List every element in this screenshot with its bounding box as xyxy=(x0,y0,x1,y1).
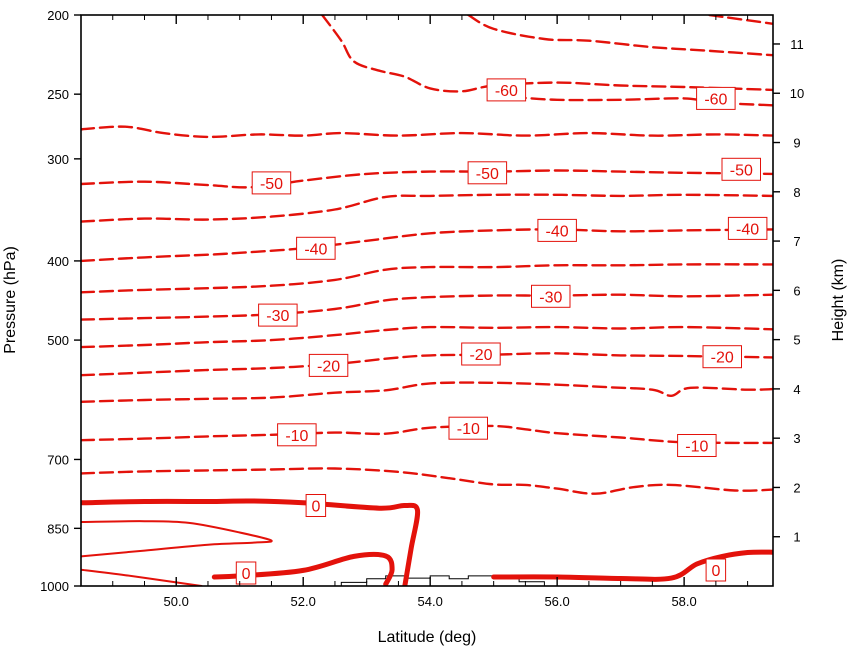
contour-label: -50 xyxy=(467,161,508,185)
contour-label: -40 xyxy=(296,236,336,260)
contour-label-text: -10 xyxy=(685,439,708,456)
height-tick-label: 7 xyxy=(793,234,800,249)
contour-label: -40 xyxy=(537,218,577,242)
contour-label: -30 xyxy=(258,303,298,327)
contour-line xyxy=(81,125,773,139)
contour-label-text: -50 xyxy=(476,166,499,183)
x-tick-label: 56.0 xyxy=(544,594,569,609)
contour-label: -20 xyxy=(702,345,742,369)
contour-label: -60 xyxy=(486,78,527,102)
contour-line xyxy=(81,325,773,349)
pressure-tick-label: 500 xyxy=(47,333,69,348)
contour-label-text: -50 xyxy=(730,162,753,179)
plot-frame xyxy=(80,14,774,587)
contour-line xyxy=(81,263,773,294)
contour-label: 0 xyxy=(305,494,327,517)
x-tick-label: 50.0 xyxy=(164,594,189,609)
x-tick-label: 54.0 xyxy=(418,594,443,609)
contour-line xyxy=(467,15,773,57)
contour-label: -20 xyxy=(461,342,501,366)
pressure-tick-label: 250 xyxy=(47,87,69,102)
contour-line xyxy=(81,228,773,263)
height-tick-label: 11 xyxy=(790,37,804,52)
height-tick-label: 8 xyxy=(793,185,800,200)
contour-label-text: 0 xyxy=(711,563,720,580)
height-tick-label: 4 xyxy=(793,382,800,397)
contour-line xyxy=(81,352,773,377)
pressure-tick-label: 1000 xyxy=(40,579,69,594)
contour-label: -20 xyxy=(308,353,349,377)
contour-label-text: 0 xyxy=(242,566,251,583)
contour-label: -30 xyxy=(531,284,571,308)
contour-label-text: -10 xyxy=(285,428,308,445)
contour-label-text: -50 xyxy=(260,176,283,193)
contour-label-text: -30 xyxy=(266,308,289,325)
contour-label-text: -20 xyxy=(711,350,734,367)
x-axis-title: Latitude (deg) xyxy=(378,629,477,646)
height-tick-label: 2 xyxy=(793,480,800,495)
contour-line xyxy=(81,169,773,189)
contour-label: -10 xyxy=(677,434,717,457)
pressure-tick-label: 850 xyxy=(47,521,69,536)
contour-label: -10 xyxy=(277,423,317,447)
contour-line xyxy=(81,498,421,586)
contour-line xyxy=(321,15,773,93)
contour-line xyxy=(81,520,273,558)
height-tick-label: 3 xyxy=(793,431,800,446)
pressure-tick-label: 400 xyxy=(47,254,69,269)
contour-label-text: -30 xyxy=(539,289,562,306)
contour-label-text: -20 xyxy=(317,358,340,375)
contour-line xyxy=(81,568,203,586)
axes: 50.0 52.0 54.0 56.0 58.020025030040050070085… xyxy=(40,8,804,609)
height-tick-label: 5 xyxy=(793,333,800,348)
contour-label: -50 xyxy=(721,157,761,181)
height-tick-label: 6 xyxy=(793,283,800,298)
pressure-tick-label: 700 xyxy=(47,453,69,468)
contour-label-text: -60 xyxy=(704,91,727,108)
contour-label: -60 xyxy=(696,86,736,110)
height-tick-label: 9 xyxy=(793,136,800,151)
contour-label: 0 xyxy=(705,558,727,582)
contour-label-text: 0 xyxy=(311,499,320,516)
contour-label: 0 xyxy=(235,561,257,585)
contour-label: -50 xyxy=(251,171,292,195)
x-tick-label: 58.0 xyxy=(671,594,696,609)
contour-label: -10 xyxy=(448,416,488,440)
contour-line xyxy=(81,293,773,321)
contour-label-text: -10 xyxy=(457,421,480,438)
contour-line xyxy=(81,424,773,445)
contour-label: -40 xyxy=(727,216,768,240)
contour-label-text: -60 xyxy=(495,83,518,100)
contour-label-text: -20 xyxy=(469,347,492,364)
contour-line xyxy=(81,467,773,495)
contour-label-text: -40 xyxy=(736,221,759,238)
contour-label-text: -40 xyxy=(304,241,327,258)
contour-label-text: -40 xyxy=(546,223,569,240)
plot-content: -60 -60 -50 -50 -50 -40 -40 -40 -30 -30 -20 -20 -20 -… xyxy=(81,15,773,586)
contour-line xyxy=(81,381,773,403)
contour-line xyxy=(491,549,773,582)
right-axis-title: Height (km) xyxy=(830,259,847,342)
height-tick-label: 1 xyxy=(793,530,800,545)
pressure-tick-label: 200 xyxy=(47,8,69,23)
left-axis-title: Pressure (hPa) xyxy=(2,246,19,354)
contour-line xyxy=(81,193,773,223)
height-tick-label: 10 xyxy=(790,86,804,101)
x-tick-label: 52.0 xyxy=(291,594,316,609)
pressure-tick-label: 300 xyxy=(47,152,69,167)
